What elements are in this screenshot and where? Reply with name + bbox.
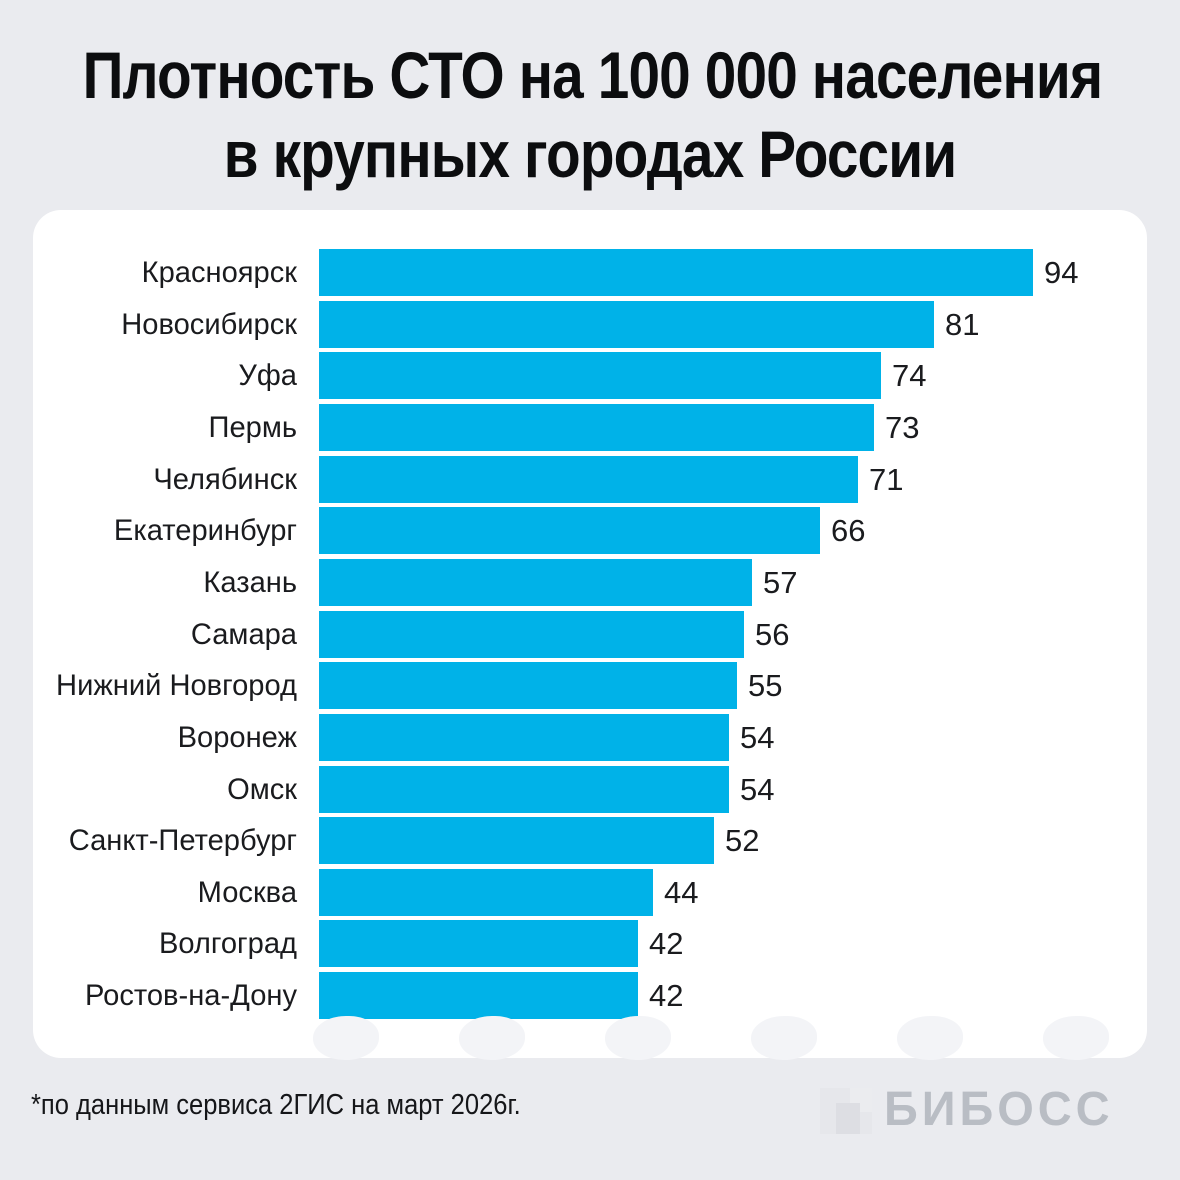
value-label: 57	[763, 564, 798, 600]
chart-panel: Красноярск 94 Новосибирск 81 Уфа 74 Пермь 73 Чел…	[33, 210, 1147, 1060]
category-label: Самара	[190, 617, 297, 651]
chart-title-line2: в крупных городах России	[223, 117, 958, 191]
category-label: Ростов-на-Дону	[85, 979, 297, 1013]
value-label: 54	[740, 771, 775, 807]
bar	[319, 868, 653, 916]
chart-title: Плотность СТО на 100 000 населения в кру…	[82, 36, 1103, 194]
bar	[319, 817, 714, 865]
value-label: 71	[869, 461, 904, 497]
bar	[319, 403, 874, 451]
bar-row: Омск 54	[33, 765, 1147, 813]
bar-row: Казань 57	[33, 558, 1147, 606]
category-label: Казань	[203, 565, 297, 599]
bar	[319, 300, 934, 348]
bar-row: Санкт-Петербург 52	[33, 817, 1147, 865]
brand-logo-text: БИБОСС	[884, 1083, 1114, 1136]
value-label: 94	[1044, 255, 1079, 290]
bar-rows: Красноярск 94 Новосибирск 81 Уфа 74 Пермь 73 Чел…	[33, 249, 1147, 1058]
bar	[319, 610, 744, 658]
watermark-blob	[751, 1016, 817, 1060]
bar-row: Ростов-на-Дону 42	[33, 972, 1147, 1020]
watermark-strip	[33, 1016, 1147, 1066]
category-label: Волгоград	[158, 927, 297, 961]
category-label: Пермь	[208, 410, 297, 444]
watermark-blob	[1043, 1016, 1109, 1060]
bar	[319, 507, 820, 555]
bar	[319, 662, 737, 710]
value-label: 44	[664, 874, 699, 910]
bar	[319, 352, 881, 400]
chart-title-line1: Плотность СТО на 100 000 населения	[82, 38, 1103, 112]
value-label: 55	[748, 668, 783, 704]
value-label: 42	[649, 926, 684, 962]
value-label: 66	[831, 513, 866, 549]
bar-row: Нижний Новгород 55	[33, 662, 1147, 710]
bar-row: Уфа 74	[33, 352, 1147, 400]
watermark-blob	[605, 1016, 671, 1060]
value-label: 74	[892, 358, 927, 394]
bar-row: Волгоград 42	[33, 920, 1147, 968]
value-label: 56	[755, 616, 790, 652]
watermark-blob	[313, 1016, 379, 1060]
bar	[319, 249, 1033, 296]
category-label: Омск	[227, 772, 297, 806]
category-label: Москва	[197, 875, 297, 909]
bar	[319, 972, 638, 1020]
source-footnote: *по данным сервиса 2ГИС на март 2026г.	[31, 1089, 521, 1121]
value-label: 52	[725, 823, 760, 859]
category-label: Красноярск	[141, 256, 297, 289]
bar-row: Новосибирск 81	[33, 300, 1147, 348]
value-label: 81	[945, 306, 980, 342]
category-label: Челябинск	[153, 462, 297, 496]
category-label: Нижний Новгород	[56, 669, 297, 703]
bar-row: Екатеринбург 66	[33, 507, 1147, 555]
bar-row: Москва 44	[33, 868, 1147, 916]
category-label: Уфа	[238, 359, 297, 393]
bar-row: Самара 56	[33, 610, 1147, 658]
watermark-blob	[897, 1016, 963, 1060]
value-label: 73	[885, 409, 920, 445]
bar	[319, 713, 729, 761]
category-label: Новосибирск	[121, 307, 298, 341]
watermark-blob	[459, 1016, 525, 1060]
category-label: Воронеж	[177, 720, 297, 754]
bar-row: Пермь 73	[33, 403, 1147, 451]
bar-row: Челябинск 71	[33, 455, 1147, 503]
bar	[319, 455, 858, 503]
bar-row: Красноярск 94	[33, 249, 1147, 296]
category-label: Санкт-Петербург	[68, 824, 297, 858]
category-label: Екатеринбург	[113, 514, 297, 548]
value-label: 42	[649, 978, 684, 1014]
bar	[319, 765, 729, 813]
bar	[319, 558, 752, 606]
bar	[319, 920, 638, 968]
brand-logo-icon	[820, 1088, 872, 1134]
value-label: 54	[740, 719, 775, 755]
bar-row: Воронеж 54	[33, 713, 1147, 761]
